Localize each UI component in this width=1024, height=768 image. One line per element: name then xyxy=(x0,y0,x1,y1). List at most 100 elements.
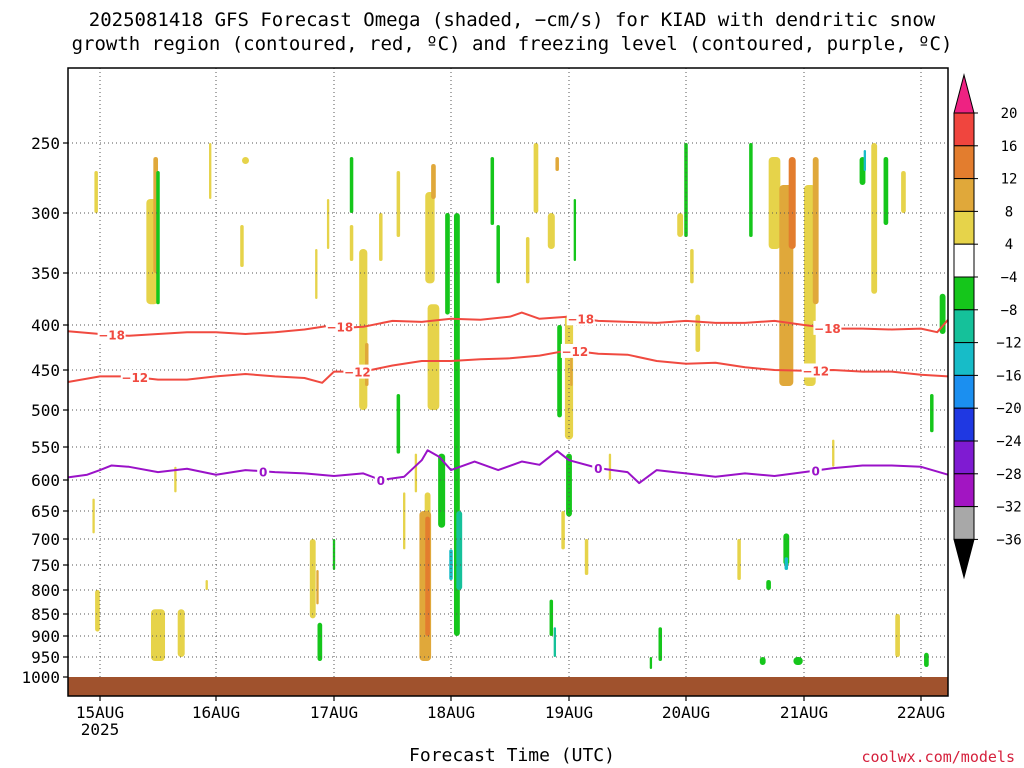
omega-shade-cell xyxy=(309,539,316,619)
contour-label: −12 xyxy=(802,364,829,378)
x-tick-label: 17AUG xyxy=(310,703,358,722)
omega-shade-cell xyxy=(315,249,318,299)
plot-frame xyxy=(67,67,949,697)
contour-label-bg xyxy=(809,463,822,478)
colorbar-label: −12 xyxy=(996,336,1021,352)
omega-shade-cell xyxy=(684,143,688,237)
x-tick-label: 16AUG xyxy=(192,703,240,722)
y-tick-label: 1000 xyxy=(21,668,60,687)
colorbar-bin xyxy=(953,276,975,311)
contour-label-bg xyxy=(813,320,842,335)
omega-shade-cell xyxy=(496,225,500,284)
omega-shade-cell xyxy=(156,171,160,305)
omega-shade-cell xyxy=(490,157,495,225)
omega-shade-cell xyxy=(883,157,889,225)
y-tick-label: 850 xyxy=(31,605,60,624)
contour-label-bg xyxy=(801,363,830,378)
y-tick-label: 300 xyxy=(31,204,60,223)
omega-shade-cell xyxy=(759,657,766,665)
colorbar-bin xyxy=(953,178,975,212)
contour-label: −18 xyxy=(326,320,353,334)
omega-shade-cell xyxy=(209,143,212,199)
colorbar-label: 8 xyxy=(1005,204,1013,220)
colorbar-bin xyxy=(953,407,975,442)
omega-shade-cell xyxy=(863,150,867,171)
chart-title-line-1: 2025081418 GFS Forecast Omega (shaded, −… xyxy=(88,9,936,31)
colorbar-bin xyxy=(953,506,975,540)
contour-label: −18 xyxy=(814,322,841,336)
omega-shade-cell xyxy=(332,539,336,570)
y-tick-label: 550 xyxy=(31,438,60,457)
omega-shade-cell xyxy=(690,249,694,284)
y-tick-label: 650 xyxy=(31,502,60,521)
y-tick-label: 400 xyxy=(31,316,60,335)
omega-shade-cell xyxy=(871,143,878,294)
y-tick-label: 350 xyxy=(31,264,60,283)
plot-area: −18 −18 −18 −18 −12 −12 −12 −12 0 0 0 0 250 300 350 400… xyxy=(21,67,949,739)
omega-shade-cell xyxy=(425,192,435,284)
omega-shade-cell xyxy=(695,314,701,352)
y-tick-label: 600 xyxy=(31,471,60,490)
omega-shade-cell xyxy=(812,157,819,305)
contour-label-bg xyxy=(257,464,270,479)
colorbar-label: 4 xyxy=(1005,237,1013,253)
colorbar-bin xyxy=(953,145,975,180)
contour-label: −18 xyxy=(567,312,594,326)
colorbar: 20 16 12 8 4 −4 −8 −12 −16 −20 −24 −28 −32 −36 xyxy=(953,73,1022,580)
contour-label: 0 xyxy=(259,465,267,479)
contour-label: 0 xyxy=(377,474,385,488)
x-tick-label: 18AUG xyxy=(427,703,475,722)
colorbar-bin xyxy=(953,440,975,475)
colorbar-label: −32 xyxy=(996,500,1021,516)
credit-link[interactable]: coolwx.com/models xyxy=(861,748,1015,766)
contour-label: 0 xyxy=(594,462,602,476)
omega-shade-cell xyxy=(930,394,934,433)
contour-line-0 xyxy=(67,449,949,485)
x-tick-label: 2025 xyxy=(81,720,120,739)
contour-label-bg xyxy=(374,473,387,487)
x-tick-label: 20AUG xyxy=(662,703,710,722)
omega-shade-cell xyxy=(427,304,440,410)
omega-shade-cell xyxy=(901,171,906,213)
ground-strip xyxy=(68,677,948,696)
contour-label: −12 xyxy=(121,371,148,385)
omega-shade-cell xyxy=(533,143,539,213)
omega-shade-cell xyxy=(608,453,612,480)
y-tick-label: 950 xyxy=(31,648,60,667)
omega-shade-cell xyxy=(557,325,562,418)
omega-shade-cell xyxy=(92,498,95,534)
colorbar-label: 20 xyxy=(1001,106,1018,122)
colorbar-top-arrow xyxy=(953,73,975,114)
colorbar-bin xyxy=(953,309,975,344)
omega-shade-cell xyxy=(573,199,577,261)
colorbar-bin xyxy=(953,243,975,278)
omega-shade-cell xyxy=(555,157,559,171)
contour-label: −12 xyxy=(344,366,371,380)
omega-shade-cell xyxy=(317,622,323,661)
colorbar-label: −24 xyxy=(996,434,1021,450)
y-tick-label: 900 xyxy=(31,627,60,646)
omega-shade-cell xyxy=(240,225,244,267)
colorbar-label: −8 xyxy=(1001,303,1018,319)
colorbar-label: −20 xyxy=(996,401,1021,417)
omega-shade-cell xyxy=(177,609,185,657)
omega-shade-cell xyxy=(445,213,450,315)
omega-shade-cell xyxy=(95,590,100,632)
colorbar-label: 12 xyxy=(1001,172,1018,188)
y-tick-label: 450 xyxy=(31,361,60,380)
omega-shade-cell xyxy=(403,492,406,550)
colorbar-bin xyxy=(953,342,975,376)
contour-label: −18 xyxy=(98,329,125,343)
omega-shade-cell xyxy=(414,453,418,493)
omega-shade-cell xyxy=(525,237,530,284)
contour-label-bg xyxy=(120,370,149,385)
colorbar-bin xyxy=(953,210,975,245)
omega-shade-cell xyxy=(895,614,900,657)
omega-shade-cell xyxy=(326,199,330,249)
contour-label: 0 xyxy=(812,464,820,478)
y-tick-label: 800 xyxy=(31,581,60,600)
colorbar-label: −28 xyxy=(996,467,1021,483)
colorbar-bin xyxy=(953,374,975,409)
omega-shade-cell xyxy=(584,539,589,575)
